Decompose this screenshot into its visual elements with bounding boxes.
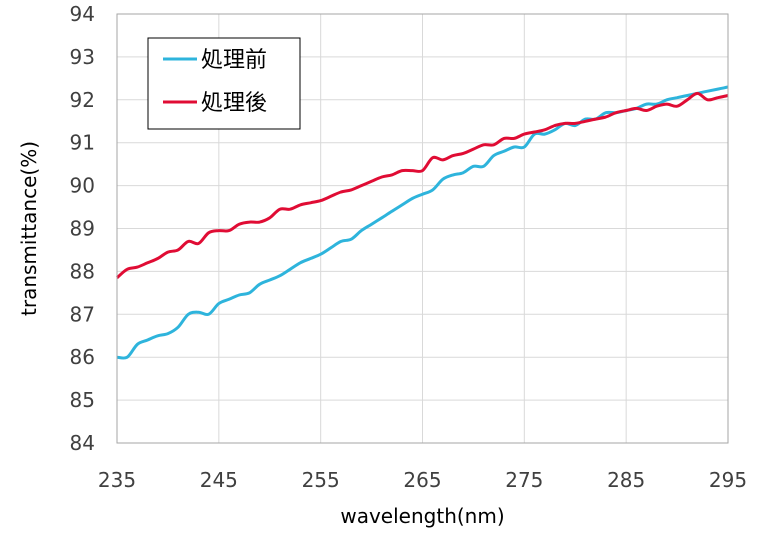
y-axis-label: transmittance(%) <box>17 141 41 316</box>
x-tick-label-285: 285 <box>607 468 645 492</box>
y-tick-label-89: 89 <box>70 217 95 241</box>
y-tick-label-92: 92 <box>70 88 95 112</box>
y-tick-label-93: 93 <box>70 45 95 69</box>
legend-entry-series-2: 処理後 <box>201 91 267 116</box>
series-line-2 <box>116 91 729 279</box>
plot-frame <box>116 13 729 444</box>
y-tick-labels: 84 85 86 87 88 89 90 91 92 93 94 <box>70 2 95 455</box>
y-tick-label-84: 84 <box>70 431 95 455</box>
x-tick-label-235: 235 <box>98 468 136 492</box>
y-tick-label-87: 87 <box>70 302 95 326</box>
x-tick-label-275: 275 <box>505 468 543 492</box>
x-tick-labels: 235 245 255 265 275 285 295 <box>98 468 747 492</box>
x-axis-label: wavelength(nm) <box>340 504 504 528</box>
y-tick-label-85: 85 <box>70 388 95 412</box>
y-tick-label-86: 86 <box>70 345 95 369</box>
x-tick-label-255: 255 <box>302 468 340 492</box>
series-layer <box>116 85 729 360</box>
legend-entry-series-1: 処理前 <box>201 48 267 73</box>
y-tick-label-91: 91 <box>70 131 95 155</box>
y-tick-label-88: 88 <box>70 259 95 283</box>
legend: 処理前 処理後 <box>147 37 301 130</box>
y-tick-label-94: 94 <box>70 2 95 26</box>
x-tick-label-245: 245 <box>200 468 238 492</box>
x-tick-label-295: 295 <box>709 468 747 492</box>
y-tick-label-90: 90 <box>70 174 95 198</box>
x-tick-label-265: 265 <box>403 468 441 492</box>
legend-box <box>147 37 301 130</box>
